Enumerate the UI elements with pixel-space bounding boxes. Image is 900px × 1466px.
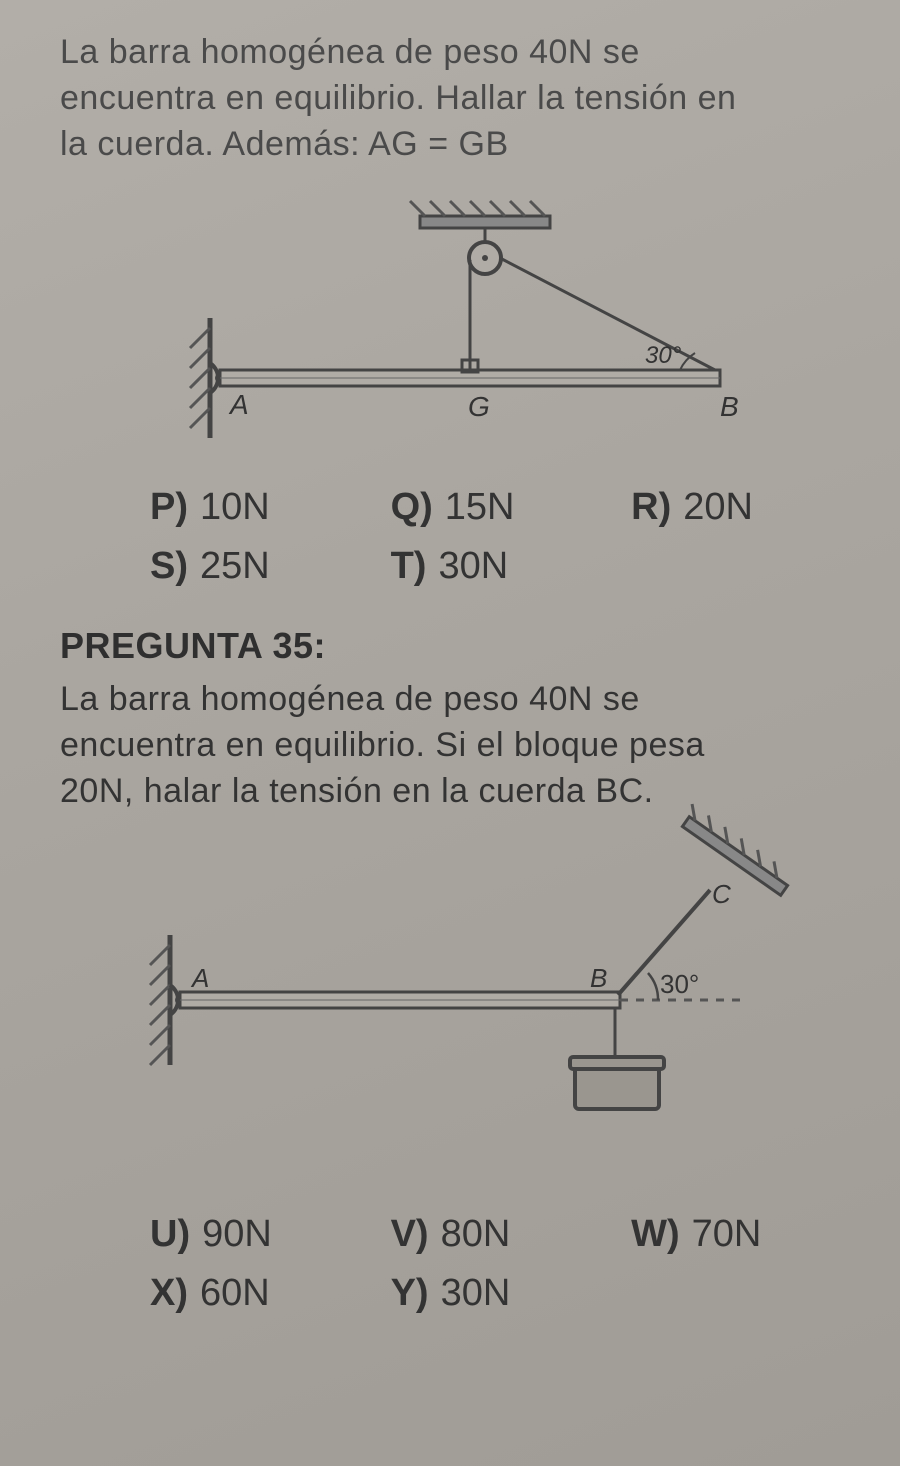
wall-left <box>190 318 210 438</box>
label-c-35: C <box>712 879 731 909</box>
q35-line3: 20N, halar la tensión en la cuerda BC. <box>60 772 654 810</box>
label-a-35: A <box>190 963 209 993</box>
opt-v: V)80N <box>391 1205 621 1264</box>
opt-y: Y)30N <box>391 1264 621 1323</box>
q34-line3: la cuerda. Además: AG = GB <box>60 125 509 163</box>
hanging-block <box>570 1008 664 1109</box>
q35-line1: La barra homogénea de peso 40N se <box>60 680 640 718</box>
q34-figure: 30° A G B <box>150 188 770 458</box>
bar-ab-35 <box>180 992 620 1008</box>
page: La barra homogénea de peso 40N se encuen… <box>0 0 900 1466</box>
cord-diagonal <box>500 258 715 370</box>
opt-p: P)10N <box>150 478 380 537</box>
opt-s: S)25N <box>150 537 380 596</box>
q34-line1: La barra homogénea de peso 40N se <box>60 33 640 71</box>
angle-label-35: 30° <box>660 969 699 999</box>
q35-options: U)90N V)80N W)70N X)60N Y)30N <box>150 1205 860 1323</box>
angle-label: 30° <box>645 342 682 369</box>
q34-text: La barra homogénea de peso 40N se encuen… <box>60 30 860 168</box>
ceiling <box>410 201 550 228</box>
q35-figure: A B C 30° <box>100 835 820 1165</box>
opt-u: U)90N <box>150 1205 380 1264</box>
q35-heading: PREGUNTA 35: <box>60 625 860 667</box>
q35-line2: encuentra en equilibrio. Si el bloque pe… <box>60 726 705 764</box>
label-g: G <box>468 391 490 422</box>
label-a: A <box>228 389 249 420</box>
opt-t: T)30N <box>391 537 621 596</box>
opt-w: W)70N <box>631 1205 861 1264</box>
opt-x: X)60N <box>150 1264 380 1323</box>
pulley-icon <box>469 228 501 274</box>
opt-r: R)20N <box>631 478 861 537</box>
opt-q: Q)15N <box>391 478 621 537</box>
q34-line2: encuentra en equilibrio. Hallar la tensi… <box>60 79 736 117</box>
q35-text: La barra homogénea de peso 40N se encuen… <box>60 677 860 815</box>
label-b: B <box>720 391 739 422</box>
q34-options: P)10N Q)15N R)20N S)25N T)30N <box>150 478 860 596</box>
wall-left-35 <box>150 935 170 1065</box>
ceiling-c <box>682 804 787 895</box>
label-b-35: B <box>590 963 607 993</box>
